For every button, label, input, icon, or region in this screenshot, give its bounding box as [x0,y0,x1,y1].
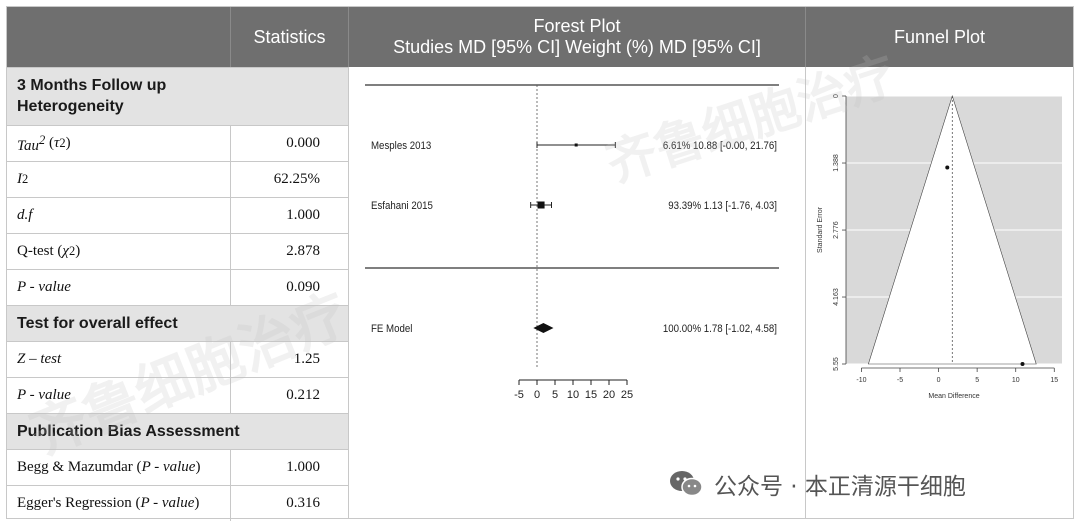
funnel-point [1020,362,1025,366]
forest-ci-text: 6.61% 10.88 [-0.00, 21.76] [663,141,777,153]
funnel-point [945,165,950,170]
funnel-y-tick-label: 0 [833,94,840,98]
row-value: 1.25 [230,342,348,377]
header-forest: Forest Plot Studies MD [95% CI] Weight (… [348,7,805,67]
row-value: 0.000 [230,126,348,161]
section-publication-bias: Publication Bias Assessment [7,413,348,449]
funnel-y-tick-label: 5.55 [833,357,840,371]
section-publication-bias-label: Publication Bias Assessment [17,423,240,440]
row-value: 2.878 [230,234,348,269]
forest-x-tick-label: 15 [585,389,597,401]
row-value: 1.000 [230,450,348,485]
table-row: Egger's Regression (P - value) 0.316 [7,485,348,521]
forest-summary-label: FE Model [371,324,412,336]
funnel-x-tick-label: -5 [897,377,903,384]
wechat-icon [670,471,703,497]
forest-ci-text: 93.39% 1.13 [-1.76, 4.03] [668,201,777,213]
section-overall-effect: Test for overall effect [7,305,348,341]
figure: Statistics Forest Plot Studies MD [95% C… [6,6,1074,521]
forest-x-tick-label: 20 [603,389,615,401]
row-label: Tau2 [17,132,46,154]
section-heterogeneity: 3 Months Follow up Heterogeneity [7,67,348,125]
funnel-y-label: Standard Error [817,206,824,253]
row-value: 0.316 [230,486,348,521]
funnel-x-tick-label: 15 [1050,377,1058,384]
table-row: Z – test 1.25 [7,341,348,377]
forest-x-tick-label: 0 [534,389,540,401]
table-row: P - value 0.090 [7,269,348,305]
section-heterogeneity-label: 3 Months Follow up Heterogeneity [17,77,167,115]
funnel-y-tick-label: 4.163 [833,288,840,306]
funnel-x-label: Mean Difference [928,393,979,400]
funnel-x-tick-label: -10 [856,377,866,384]
table-row: Begg & Mazumdar (P - value) 1.000 [7,449,348,485]
funnel-y-tick-label: 2.776 [833,221,840,239]
forest-x-tick-label: 10 [567,389,579,401]
brand-text: 公众号 · 本正清源干细胞 [714,474,966,500]
row-value: 0.090 [230,270,348,305]
forest-x-tick-label: 25 [621,389,633,401]
forest-study-label: Esfahani 2015 [371,201,433,213]
forest-x-tick-label: -5 [514,389,524,401]
funnel-x-tick-label: 10 [1012,377,1020,384]
row-value: 0.212 [230,378,348,413]
header-blank [7,7,230,67]
row-value: 62.25% [230,162,348,197]
forest-summary-diamond [533,323,554,333]
table-row: P - value 0.212 [7,377,348,413]
forest-study-label: Mesples 2013 [371,141,431,153]
forest-x-tick-label: 5 [552,389,558,401]
brand-footer: 公众号 · 本正清源干细胞 [668,466,966,502]
header-statistics: Statistics [230,7,348,67]
forest-subtitle: Studies MD [95% CI] Weight (%) MD [95% C… [393,37,761,57]
table-row: Q-test (χ 2) 2.878 [7,233,348,269]
funnel-y-tick-label: 1.388 [833,154,840,172]
forest-point [574,143,578,147]
table-row: Tau2 (τ 2) 0.000 [7,125,348,161]
forest-plot: Mesples 2013 6.61% 10.88 [-0.00, 21.76] Es… [365,84,779,401]
forest-summary-text: 100.00% 1.78 [-1.02, 4.58] [663,324,777,336]
forest-point [537,201,545,209]
forest-title: Forest Plot [533,16,621,36]
funnel-x-tick-label: 0 [937,377,941,384]
funnel-plot: 0 1.388 2.776 4.163 5.55 -10 -5 0 5 10 15 Mean Diff… [817,94,1062,400]
row-value: 1.000 [230,198,348,233]
section-overall-effect-label: Test for overall effect [17,315,178,332]
header-funnel: Funnel Plot [805,7,1073,67]
funnel-x-tick-label: 5 [975,377,979,384]
table-row: d.f 1.000 [7,197,348,233]
